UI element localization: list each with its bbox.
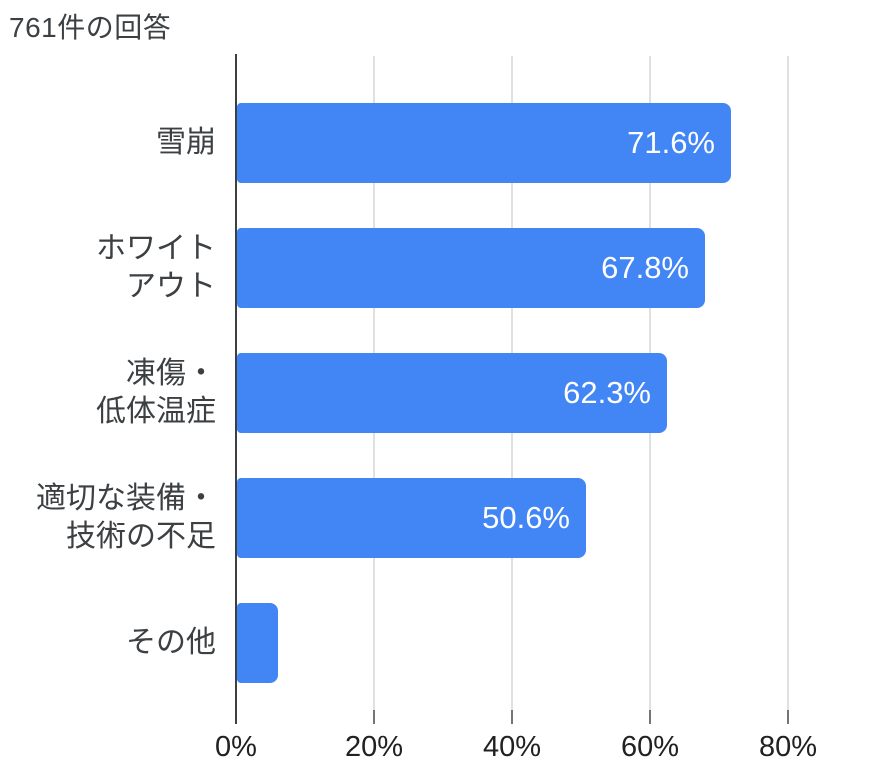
bar-row: 雪崩 71.6% (0, 103, 880, 183)
bar-value-label: 62.3% (563, 375, 651, 410)
bar-value-label: 50.6% (482, 500, 570, 535)
x-tick-label-80: 80% (758, 731, 818, 763)
bar-value-label: 67.8% (601, 250, 689, 285)
bar-value-label: 71.6% (627, 125, 715, 160)
x-axis-tick (373, 710, 375, 724)
x-axis-tick (649, 710, 651, 724)
bar-other[interactable] (237, 603, 278, 683)
bar-row: その他 (0, 603, 880, 683)
y-axis-line (235, 54, 237, 724)
bar-row: ホワイト アウト 67.8% (0, 228, 880, 308)
x-tick-label-60: 60% (620, 731, 680, 763)
x-tick-label-0: 0% (215, 731, 257, 763)
bar-row: 凍傷・ 低体温症 62.3% (0, 353, 880, 433)
category-label: 適切な装備・ 技術の不足 (36, 482, 216, 553)
gridline-80 (787, 56, 789, 710)
x-tick-label-20: 20% (344, 731, 404, 763)
bar-whiteout[interactable]: 67.8% (237, 228, 705, 308)
bar-equipment-skill-lack[interactable]: 50.6% (237, 478, 586, 558)
x-axis-tick (511, 710, 513, 724)
category-label: 凍傷・ 低体温症 (96, 357, 216, 428)
x-tick-label-40: 40% (482, 731, 542, 763)
x-axis-tick (787, 710, 789, 724)
category-label: 雪崩 (156, 126, 216, 159)
category-label: その他 (126, 626, 216, 659)
bar-frostbite-hypothermia[interactable]: 62.3% (237, 353, 667, 433)
bar-row: 適切な装備・ 技術の不足 50.6% (0, 478, 880, 558)
category-label: ホワイト アウト (96, 232, 216, 303)
bar-avalanche[interactable]: 71.6% (237, 103, 731, 183)
chart-title: 761件の回答 (9, 12, 172, 43)
